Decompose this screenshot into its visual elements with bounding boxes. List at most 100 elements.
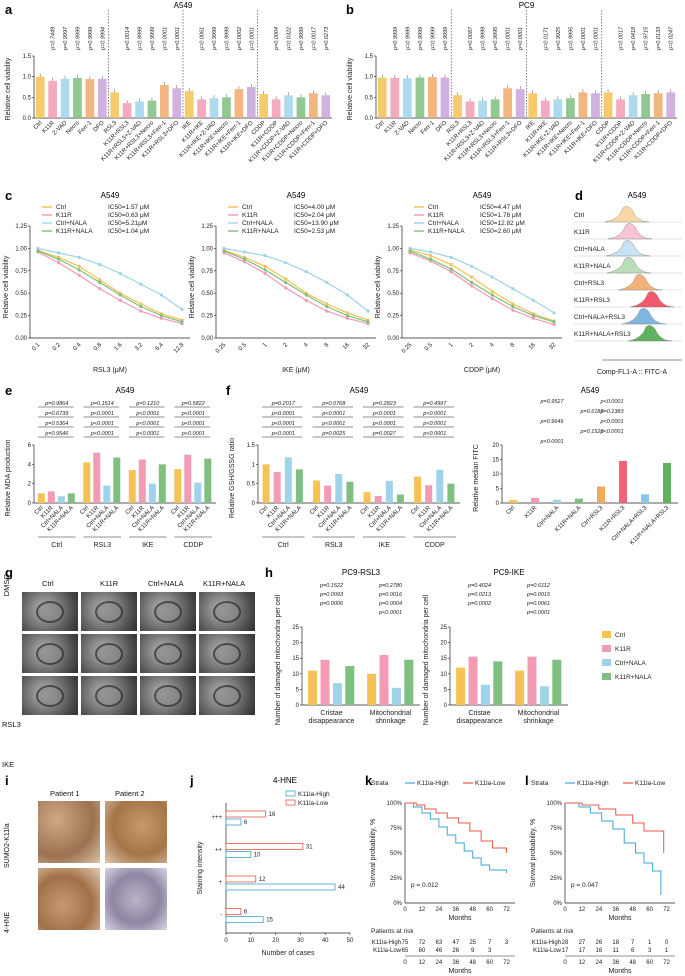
bar <box>391 687 401 705</box>
group-label: shrinkage <box>375 718 405 725</box>
data-point <box>511 302 515 306</box>
bar <box>456 667 466 705</box>
bar <box>160 84 169 118</box>
x-tick-label: 4 <box>303 342 310 349</box>
ihc-image <box>38 801 100 863</box>
p-value: p=0.2017 <box>271 401 296 407</box>
p-value: p=0.0001 <box>581 27 587 51</box>
p-value: p=0.6182 <box>579 409 603 415</box>
p-value: p=0.0087 <box>468 26 474 51</box>
i-row-label-sumo2: SUMO2-K11la <box>4 823 11 868</box>
x-tick-label: 1.6 <box>114 342 125 353</box>
bar <box>540 100 550 118</box>
group-label: shrinkage <box>523 718 553 725</box>
histogram <box>617 274 663 291</box>
survival-curve <box>565 802 665 853</box>
chart-b-svg: PC9 Relative cell viability 0.0 0.5 1.0 1.5 Ct… <box>347 1 677 164</box>
g-row-label-ike: IKE <box>2 760 15 769</box>
x-tick-label: 0.1 <box>31 342 42 353</box>
em-image <box>199 676 255 715</box>
data-label: 6 <box>244 820 248 826</box>
bar <box>138 459 146 503</box>
p-value: p<0.0001 <box>271 411 295 417</box>
y-tick-label: 1.00 <box>201 246 213 252</box>
legend-label: K11R+NALA <box>428 228 465 235</box>
p-value: p=0.0001 <box>175 27 181 51</box>
x-tick-label: 48 <box>469 907 476 913</box>
legend-ic50: IC50=2.53 μM <box>294 228 335 235</box>
bar <box>428 77 437 118</box>
group-label: Ctrl <box>51 542 62 549</box>
data-point <box>304 270 308 274</box>
y-axis-label: Relative GSH/GSSG ratio <box>229 438 236 518</box>
y-tick-label: 1.25 <box>15 224 27 230</box>
bar <box>468 656 478 705</box>
p-value: p=0.9999 <box>150 27 156 51</box>
y-tick-label: 0.75 <box>387 269 399 275</box>
data-point <box>139 309 143 313</box>
data-point <box>345 314 350 318</box>
bar <box>374 496 382 503</box>
data-point <box>449 255 453 259</box>
y-tick-label: 0 <box>28 501 32 507</box>
y-tick-label: 0 <box>496 501 500 507</box>
p-value: p=0.9994 <box>100 27 106 51</box>
panel-label-g: g <box>5 565 13 580</box>
risk-count-low: 9 <box>471 948 475 954</box>
bar <box>60 78 70 118</box>
risk-table-title: Patients at risk <box>371 928 414 935</box>
legend-label: K11R+NALA <box>56 228 93 235</box>
y-tick-label: 25 <box>292 625 299 631</box>
x-tick-label: 0 <box>563 907 567 913</box>
legend-ic50: IC50=1.04 μM <box>108 228 149 235</box>
data-point <box>428 253 433 258</box>
p-value: p<0.0001 <box>181 431 205 437</box>
bar <box>271 99 281 118</box>
chart-title: A549 <box>174 1 193 10</box>
y-axis-label: Relative cell viability <box>5 57 12 120</box>
risk-x-tick-label: 24 <box>596 960 603 966</box>
bar <box>515 89 525 118</box>
y-axis-label: Relative cell viability <box>347 57 354 120</box>
bar <box>377 77 387 118</box>
risk-x-tick-label: 72 <box>663 960 670 966</box>
legend-label: K11la-High <box>577 780 609 787</box>
row-label: Ctrl+RSL3 <box>574 280 605 287</box>
legend-ic50: IC50=2.60 μM <box>480 228 521 235</box>
bar <box>465 101 475 118</box>
data-point <box>56 257 61 261</box>
y-tick-label: + <box>218 880 222 886</box>
bar <box>197 99 206 118</box>
chart-k-svg: Strata K11la-High K11la-Low Survival probab… <box>370 780 515 975</box>
p-value: p<0.0001 <box>90 431 114 437</box>
risk-count-low: 6 <box>631 948 635 954</box>
legend-ic50: IC50=1.78 μM <box>480 212 521 219</box>
g-col-label-ctrl: Ctrl <box>42 579 54 588</box>
x-tick-label: 16 <box>342 342 351 351</box>
x-tick-label: 60 <box>486 907 493 913</box>
ihc-image <box>105 868 167 930</box>
x-tick-label: Ferr-1 <box>420 120 436 136</box>
x-tick-label: 10 <box>247 938 254 944</box>
bar <box>148 483 156 503</box>
bar <box>296 97 306 118</box>
y-axis-label: Staining intensity <box>197 841 204 894</box>
legend-label: K11la-Low <box>298 800 329 807</box>
legend-label: K11R+NALA <box>242 228 279 235</box>
g-col-label-ctrl-nala: Ctrl+NALA <box>148 579 184 588</box>
y-tick-label: 2 <box>28 482 32 488</box>
chart-title: A549 <box>473 191 492 200</box>
y-tick-label: 20 <box>492 443 499 449</box>
ihc-image <box>105 801 167 863</box>
legend-ic50: IC50=4.47 μM <box>480 204 521 211</box>
x-tick-label: Ctrl <box>33 120 44 131</box>
survival-curve <box>405 802 508 853</box>
p-value: p=0.0025 <box>321 431 346 437</box>
x-tick-label: 4 <box>489 342 496 349</box>
data-point <box>490 296 494 301</box>
bar <box>225 818 242 826</box>
bar <box>415 77 425 118</box>
bar <box>85 79 95 118</box>
data-point <box>284 261 288 265</box>
data-point <box>242 250 247 254</box>
